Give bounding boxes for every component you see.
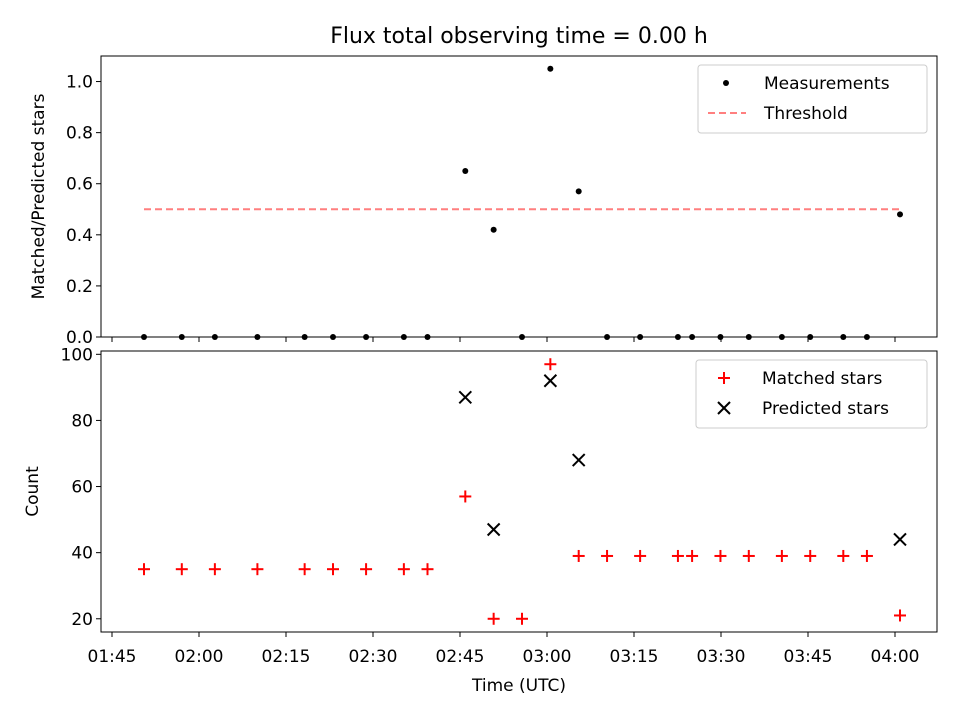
predicted-star-marker [458,390,473,404]
x-tick-label: 02:00 [175,647,224,667]
legend-frame [697,64,928,134]
matched-star-marker [360,563,373,576]
measurement-point [424,334,431,340]
predicted-star-marker [486,522,501,537]
marker-stroke [486,522,501,537]
legend-predicted-swatch [717,401,731,415]
legend-label: Threshold [763,104,848,124]
matched-star-marker [175,563,188,576]
matched-star-marker [894,609,906,622]
y-tick-label: 0.0 [66,328,93,348]
measurement-point [178,334,185,340]
y-tick-label: 0.8 [66,124,93,144]
measurement-point [604,334,611,340]
plot-frame [100,350,938,633]
x-tick-label: 02:30 [349,647,398,667]
x-tick-label: 02:15 [262,647,311,667]
y-tick-label: 100 [61,345,93,365]
marker-stroke [543,374,558,388]
measurement-point [400,334,407,340]
x-tick-label: 03:30 [697,647,746,667]
matched-star-marker [208,563,221,576]
measurement-point [778,334,785,340]
measurement-point [330,334,336,340]
matched-star-marker [298,563,311,576]
measurement-point [519,334,525,340]
y-tick-label: 80 [71,411,93,431]
matched-star-marker [516,612,528,625]
x-axis-label: Time (UTC) [471,676,566,696]
y-tick-label: 0.2 [66,277,93,297]
x-tick-label: 03:45 [784,647,833,667]
marker-stroke [893,532,907,547]
y-tick-label: 60 [71,478,93,498]
y-axis-label: Matched/Predicted stars [29,93,49,299]
matched-star-marker [804,549,817,562]
bottom-panel: 20 40 60 80 100 Count 01:45 02:00 02:15 02:30 02:4… [23,345,938,696]
matched-star-marker [572,549,585,562]
measurement-point [745,334,752,340]
measurement-point [141,334,147,340]
x-tick-label: 04:00 [871,647,920,667]
legend: Matched stars Predicted stars [695,359,928,429]
measurement-point [807,334,814,340]
measurement-point [840,334,847,340]
matched-star-marker [397,563,410,576]
matched-star-marker [251,563,264,576]
matched-star-marker [601,549,614,562]
y-tick-label: 0.6 [66,175,93,195]
measurement-point [575,188,582,195]
matched-star-marker [714,549,727,562]
x-tick-label: 01:45 [88,647,137,667]
matched-star-marker [327,563,339,576]
predicted-star-marker [543,374,558,388]
measurement-point [547,65,554,72]
matched-star-marker [742,549,755,562]
legend-label: Predicted stars [762,399,889,419]
top-panel: Flux total observing time = 0.00 h 0.0 0.2… [29,24,938,348]
matched-star-marker [138,563,150,576]
matched-star-marker [487,612,500,625]
legend-label: Measurements [764,74,890,94]
y-axis-label: Count [23,466,43,517]
measurement-point [254,334,261,340]
y-tick-label: 0.4 [66,226,93,246]
marker-stroke [571,453,586,467]
x-tick-label: 03:00 [523,647,572,667]
x-tick-label: 02:45 [436,647,485,667]
measurement-point [863,334,870,340]
y-tick-label: 1.0 [66,73,93,93]
measurement-point [363,334,370,340]
matched-star-marker [860,549,873,562]
measurement-point [674,334,681,340]
measurement-point [637,334,644,340]
matched-star-marker [686,549,699,562]
matched-star-marker [544,358,557,371]
chart-title: Flux total observing time = 0.00 h [330,24,708,49]
legend: Measurements Threshold [697,64,928,134]
measurement-point [211,334,218,340]
legend-frame [695,359,928,429]
matched-star-marker [775,549,788,562]
predicted-star-marker [893,532,907,547]
measurement-point [301,334,308,340]
x-tick-label: 03:15 [610,647,659,667]
y-tick-label: 40 [71,544,93,564]
measurement-point [717,334,724,340]
matched-star-marker [671,549,684,562]
measurement-point [490,226,497,233]
matched-star-marker [837,549,850,562]
matched-star-marker [634,549,647,562]
legend-label: Matched stars [762,369,882,389]
legend-measurement-swatch [723,80,729,86]
marker-stroke [458,390,473,404]
matched-star-marker [421,563,434,576]
matched-star-marker [459,490,472,503]
predicted-star-marker [571,453,586,467]
y-tick-label: 20 [71,610,93,630]
measurement-point [462,167,469,174]
measurement-point [897,211,903,218]
measurement-point [689,334,696,340]
